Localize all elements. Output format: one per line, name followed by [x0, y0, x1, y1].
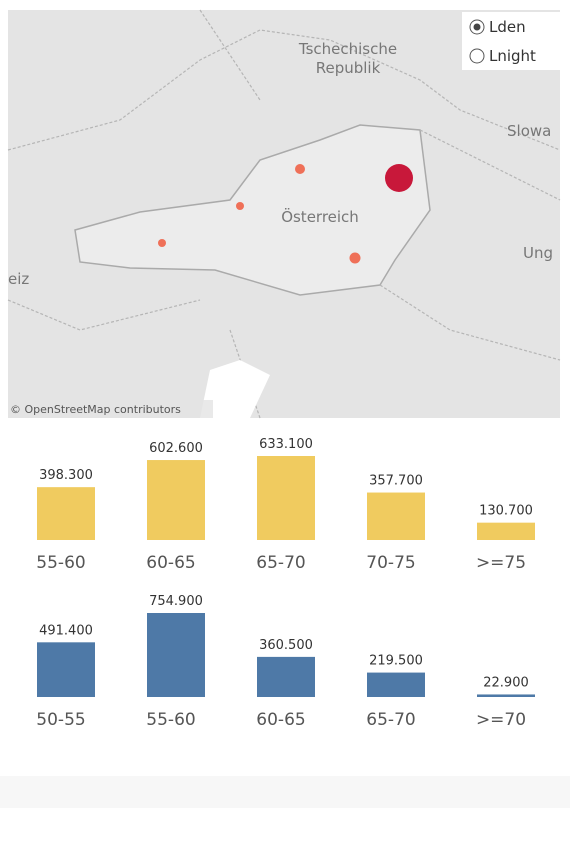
category-label: 60-65 [146, 553, 195, 573]
map-label: Tschechische [298, 40, 397, 58]
category-label: 60-65 [256, 710, 305, 730]
value-label: 360.500 [259, 638, 313, 653]
radio-label[interactable]: Lnight [489, 47, 536, 65]
attribution-bg [8, 400, 213, 418]
bar [37, 642, 95, 697]
bar [37, 487, 95, 540]
radio-dot [473, 23, 481, 31]
bar [367, 492, 425, 540]
bar [477, 522, 535, 540]
value-label: 754.900 [149, 594, 203, 609]
map-point[interactable] [349, 252, 361, 264]
austria-shape [74, 124, 431, 296]
bar [147, 613, 205, 697]
category-label: 55-60 [36, 553, 85, 573]
value-label: 491.400 [39, 623, 93, 638]
map-label: Ung [523, 244, 553, 262]
radio-label[interactable]: Lden [489, 18, 526, 36]
bar [257, 456, 315, 540]
sea [200, 360, 270, 418]
map-point[interactable] [385, 164, 413, 192]
map-point[interactable] [236, 202, 244, 210]
radio[interactable] [469, 48, 485, 64]
value-label: 398.300 [39, 468, 93, 483]
category-label: 65-70 [256, 553, 305, 573]
attribution: © OpenStreetMap contributors [10, 403, 181, 416]
value-label: 633.100 [259, 437, 313, 452]
map-label: eiz [8, 270, 29, 288]
bar [147, 460, 205, 540]
map-label: Österreich [281, 207, 359, 226]
bar [257, 656, 315, 697]
map-point[interactable] [295, 164, 305, 174]
category-label: >=70 [476, 710, 526, 730]
value-label: 130.700 [479, 504, 533, 519]
bar [477, 694, 535, 697]
value-label: 602.600 [149, 441, 203, 456]
category-label: 70-75 [366, 553, 415, 573]
map-label: Slowa [507, 122, 551, 140]
value-label: 22.900 [483, 675, 529, 690]
category-label: 65-70 [366, 710, 415, 730]
map-label: Republik [316, 59, 381, 77]
footer-band [0, 776, 570, 808]
category-label: 55-60 [146, 710, 195, 730]
category-label: >=75 [476, 553, 526, 573]
value-label: 219.500 [369, 654, 423, 669]
value-label: 357.700 [369, 474, 423, 489]
bar [367, 672, 425, 697]
category-label: 50-55 [36, 710, 85, 730]
map-point[interactable] [158, 239, 166, 247]
